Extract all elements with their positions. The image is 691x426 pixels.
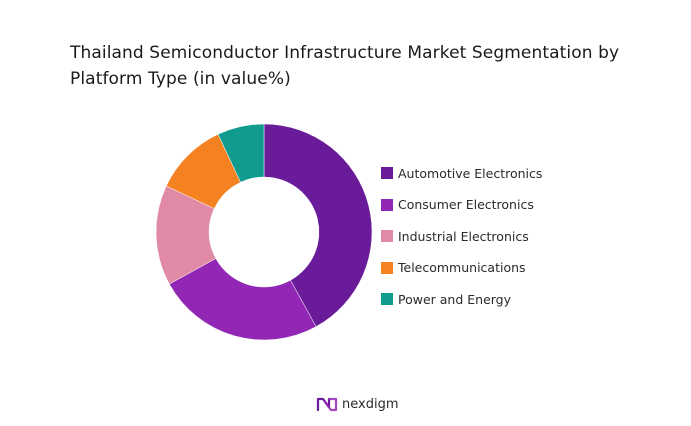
legend-label: Automotive Electronics [398,165,543,181]
legend-swatch [381,261,393,274]
brand-logo: nexdigm [316,395,398,413]
legend-swatch [381,167,393,179]
legend-swatch [381,230,393,242]
legend-label: Power and Energy [398,291,512,307]
legend-item-consumer-electronics[interactable]: Consumer Electronics [381,195,542,215]
legend-item-automotive-electronics[interactable]: Automotive Electronics [381,163,542,183]
legend-item-industrial-electronics[interactable]: Industrial Electronics [381,226,542,246]
donut-slice-automotive-electronics[interactable] [263,123,373,327]
legend-label: Industrial Electronics [398,228,529,244]
legend-swatch [381,198,393,211]
legend-label: Consumer Electronics [398,197,534,212]
brand-name: nexdigm [342,396,399,412]
donut-slices [155,123,373,341]
legend-item-telecommunications[interactable]: Telecommunications [381,258,542,278]
chart-legend: Automotive Electronics Consumer Electron… [381,163,542,321]
donut-slice-consumer-electronics[interactable] [169,258,317,341]
nexdigm-logo-icon [316,397,338,412]
legend-label: Telecommunications [398,260,526,275]
legend-item-power-and-energy[interactable]: Power and Energy [381,289,542,309]
donut-slice-power-and-energy[interactable] [217,123,265,183]
chart-title: Thailand Semiconductor Infrastructure Ma… [70,43,620,89]
legend-swatch [381,293,393,305]
